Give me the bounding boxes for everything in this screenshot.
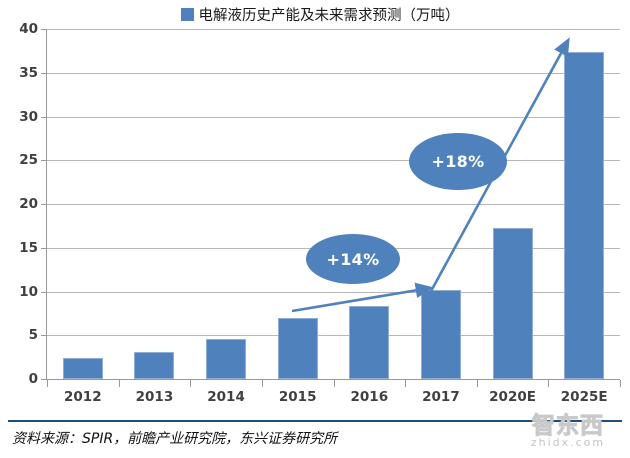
bar-2016[interactable] <box>349 305 390 379</box>
footer-divider <box>8 420 622 422</box>
y-tick-mark <box>41 291 47 293</box>
y-tick-label: 25 <box>19 152 38 169</box>
x-axis-line <box>47 379 620 380</box>
x-tick-mark <box>261 380 263 387</box>
y-tick-mark <box>41 116 47 118</box>
x-tick-mark <box>620 380 621 387</box>
y-tick-label: 20 <box>19 196 38 212</box>
x-tick-label-2025E: 2025E <box>560 389 608 405</box>
gridline <box>47 29 620 30</box>
x-tick-label-2014: 2014 <box>207 389 245 405</box>
y-tick-label: 40 <box>19 21 38 37</box>
bar-2017[interactable] <box>420 289 461 379</box>
watermark: 智东西 zhidx.com <box>512 406 624 456</box>
x-tick-label-2013: 2013 <box>135 389 174 405</box>
y-tick-label: 0 <box>28 371 38 387</box>
annotation-bubble-cagr-1: +14% <box>306 234 400 284</box>
bar-2012[interactable] <box>62 358 103 379</box>
y-tick-mark <box>41 204 47 205</box>
x-tick-label-2020E: 2020E <box>489 389 536 405</box>
x-tick-mark <box>405 380 407 387</box>
gridline <box>47 335 620 337</box>
y-tick-mark <box>41 72 47 74</box>
gridline <box>47 72 620 74</box>
x-tick-mark <box>190 380 192 387</box>
annotation-bubble-label: +18% <box>431 152 485 171</box>
gridline <box>47 160 620 162</box>
y-tick-mark <box>41 29 47 30</box>
y-tick-mark <box>41 247 47 249</box>
source-note: 资料来源：SPIR，前瞻产业研究院，东兴证券研究所 <box>12 431 338 447</box>
bar-2020E[interactable] <box>492 227 533 379</box>
plot-area <box>47 29 620 379</box>
x-tick-label-2012: 2012 <box>64 389 102 405</box>
y-tick-label: 30 <box>19 108 38 125</box>
x-tick-mark <box>548 380 550 387</box>
x-tick-label-2016: 2016 <box>350 389 389 405</box>
annotation-bubble-cagr-2: +18% <box>409 133 507 190</box>
legend-label: 电解液历史产能及未来需求预测（万吨） <box>198 7 460 24</box>
x-tick-mark <box>118 380 120 387</box>
y-axis-labels: 0 5 10 15 20 25 30 35 40 <box>0 0 38 458</box>
x-tick-label-2015: 2015 <box>278 389 317 405</box>
chart-legend: 电解液历史产能及未来需求预测（万吨） <box>0 2 630 26</box>
gridline <box>47 116 620 118</box>
y-tick-label: 15 <box>19 239 38 256</box>
bar-2025E[interactable] <box>564 51 605 379</box>
x-tick-mark <box>476 380 478 387</box>
y-tick-label: 35 <box>19 64 38 81</box>
gridline <box>47 204 620 205</box>
gridline <box>47 291 620 293</box>
x-tick-label-2017: 2017 <box>422 389 460 405</box>
x-tick-mark <box>47 380 48 387</box>
y-tick-label: 5 <box>28 327 38 344</box>
annotation-bubble-label: +14% <box>326 249 380 269</box>
watermark-logo-text: 智东西 <box>532 413 604 440</box>
y-tick-mark <box>41 160 47 162</box>
bar-2015[interactable] <box>277 317 318 379</box>
y-tick-mark <box>41 335 47 337</box>
y-tick-label: 10 <box>19 283 38 300</box>
bar-2014[interactable] <box>206 338 247 379</box>
legend-swatch-icon <box>180 7 194 21</box>
y-axis-line <box>46 29 47 380</box>
y-tick-mark <box>41 379 47 380</box>
watermark-site-text: zhidx.com <box>530 436 606 449</box>
bar-2013[interactable] <box>134 351 175 379</box>
x-tick-mark <box>333 380 335 387</box>
